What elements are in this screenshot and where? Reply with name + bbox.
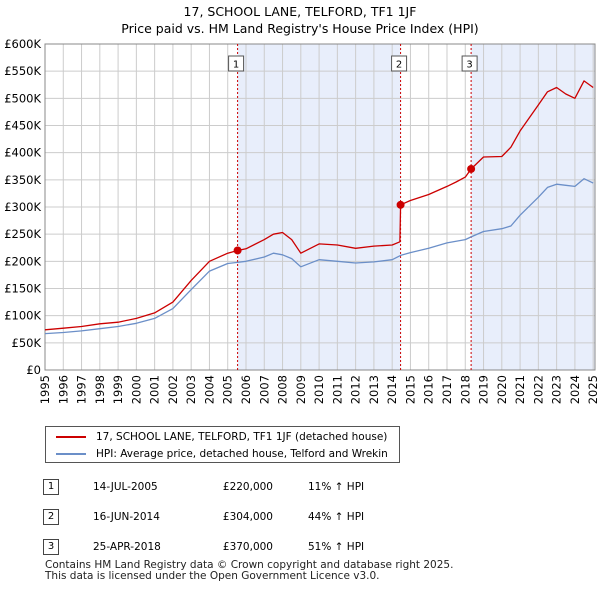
x-tick-label: 2007 [257, 375, 271, 404]
x-tick-label: 2006 [239, 375, 253, 404]
chart-legend: 17, SCHOOL LANE, TELFORD, TF1 1JF (detac… [45, 426, 400, 463]
x-tick-label: 1997 [75, 375, 89, 404]
sale-price: £304,000 [222, 511, 273, 523]
series-line-property [44, 80, 594, 331]
x-tick-label: 2025 [586, 375, 600, 404]
x-tick-label: 2018 [458, 375, 472, 404]
y-tick-label: £300K [4, 200, 41, 214]
sale-point [467, 164, 476, 173]
legend-item-property: 17, SCHOOL LANE, TELFORD, TF1 1JF (detac… [46, 429, 387, 445]
x-tick-label: 2000 [129, 375, 143, 404]
x-tick-label: 2015 [403, 375, 417, 404]
y-tick-label: £400K [4, 146, 41, 160]
y-tick-label: £100K [4, 309, 41, 323]
legend-swatch-property [56, 436, 86, 438]
x-tick-label: 2003 [184, 375, 198, 404]
legend-swatch-hpi [56, 453, 86, 455]
y-tick-label: £0 [26, 363, 41, 377]
x-tick-label: 2010 [312, 375, 326, 404]
sale-marker-box [391, 55, 408, 72]
x-tick-label: 2016 [422, 375, 436, 404]
sale-price: £370,000 [222, 541, 273, 553]
x-tick-label: 2020 [495, 375, 509, 404]
sale-number-badge: 1 [43, 479, 59, 495]
x-tick-label: 2012 [349, 375, 363, 404]
sales-table: 1 14-JUL-2005 £220,000 11% ↑ HPI 2 16-JU… [40, 472, 428, 562]
x-tick-label: 2005 [221, 375, 235, 404]
legend-item-hpi: HPI: Average price, detached house, Telf… [46, 446, 388, 462]
legend-label-property: 17, SCHOOL LANE, TELFORD, TF1 1JF (detac… [96, 431, 388, 443]
y-tick-label: £500K [4, 91, 41, 105]
y-tick-label: £200K [4, 254, 41, 268]
plot-border [44, 43, 596, 371]
x-tick-label: 2014 [385, 375, 399, 404]
sale-date: 25-APR-2018 [93, 541, 161, 553]
x-tick-label: 1999 [111, 375, 125, 404]
chart-subtitle: Price paid vs. HM Land Registry's House … [121, 21, 479, 36]
y-tick-label: £350K [4, 173, 41, 187]
sale-date: 14-JUL-2005 [93, 481, 158, 493]
table-row: 2 16-JUN-2014 £304,000 44% ↑ HPI [40, 502, 428, 532]
y-tick-label: £250K [4, 227, 41, 241]
chart-title-address: 17, SCHOOL LANE, TELFORD, TF1 1JF [183, 4, 417, 19]
x-tick-label: 1998 [93, 375, 107, 404]
price-chart: £0 £50K £100K £150K £200K £250K £300K £350K £400… [4, 37, 600, 404]
table-row: 3 25-APR-2018 £370,000 51% ↑ HPI [40, 532, 428, 562]
sale-hpi-change: 51% ↑ HPI [308, 541, 365, 553]
x-tick-label: 2011 [330, 375, 344, 404]
x-tick-label: 2009 [294, 375, 308, 404]
x-tick-label: 2024 [568, 375, 582, 404]
series-line-hpi [44, 178, 594, 335]
y-tick-label: £450K [4, 119, 41, 133]
sale-marker-label: 2 [396, 60, 402, 71]
sale-marker-box [461, 55, 478, 72]
x-tick-label: 2002 [166, 375, 180, 404]
sale-point [233, 246, 242, 255]
y-tick-label: £600K [4, 37, 41, 51]
x-tick-label: 2004 [202, 375, 216, 404]
footer-attribution: Contains HM Land Registry data © Crown c… [45, 560, 453, 582]
sale-hpi-change: 11% ↑ HPI [308, 481, 365, 493]
x-tick-label: 1996 [56, 375, 70, 404]
x-tick-label: 2001 [148, 375, 162, 404]
x-tick-label: 1995 [38, 375, 52, 404]
x-tick-label: 2008 [276, 375, 290, 404]
x-tick-label: 2022 [531, 375, 545, 404]
x-tick-label: 2021 [513, 375, 527, 404]
sale-date: 16-JUN-2014 [93, 511, 160, 523]
footer-licence: This data is licensed under the Open Gov… [45, 570, 380, 582]
x-tick-label: 2017 [440, 375, 454, 404]
sale-price: £220,000 [222, 481, 273, 493]
sale-marker-label: 1 [233, 60, 239, 71]
sale-number-badge: 2 [43, 509, 59, 525]
y-tick-label: £550K [4, 64, 41, 78]
sale-hpi-change: 44% ↑ HPI [308, 511, 365, 523]
legend-label-hpi: HPI: Average price, detached house, Telf… [96, 448, 388, 460]
x-tick-label: 2019 [477, 375, 491, 404]
footer-copyright: Contains HM Land Registry data © Crown c… [45, 559, 454, 571]
sale-marker-box [228, 55, 245, 72]
sale-number-badge: 3 [43, 539, 59, 555]
sale-marker-label: 3 [466, 60, 472, 71]
y-tick-label: £50K [12, 336, 42, 350]
x-tick-label: 2013 [367, 375, 381, 404]
table-row: 1 14-JUL-2005 £220,000 11% ↑ HPI [40, 472, 428, 502]
sale-point [396, 200, 405, 209]
x-tick-label: 2023 [550, 375, 564, 404]
y-tick-label: £150K [4, 282, 41, 296]
